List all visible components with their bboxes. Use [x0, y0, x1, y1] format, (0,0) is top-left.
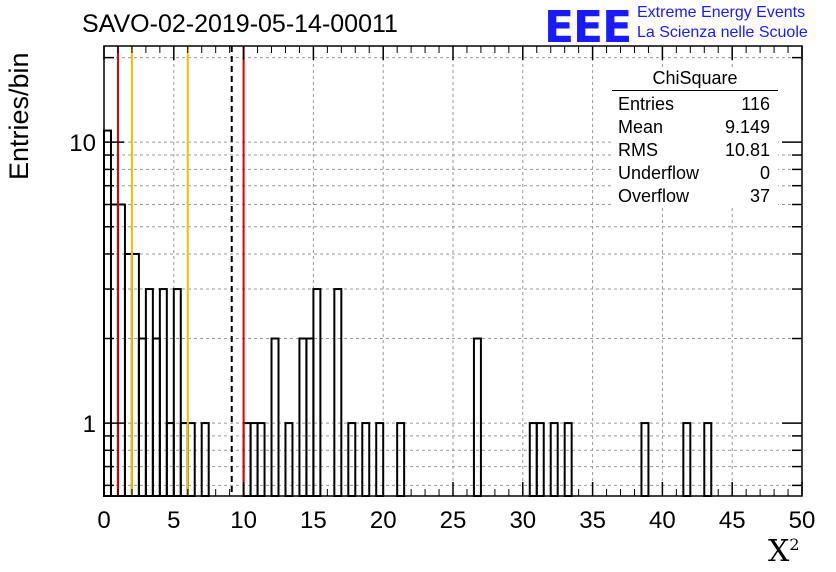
x-tick-label: 10: [230, 507, 257, 534]
histogram-bin: [298, 337, 308, 497]
stats-row: RMS 10.81: [612, 139, 778, 162]
histogram-bin: [172, 288, 182, 497]
histogram-bin: [116, 203, 126, 497]
stats-rows: Entries 116 Mean 9.149 RMS 10.81 Underflow 0 Ove…: [612, 93, 778, 208]
histogram-bin: [151, 337, 161, 497]
stats-row: Mean 9.149: [612, 116, 778, 139]
stats-value: 37: [749, 186, 770, 206]
x-tick-label: 20: [370, 507, 397, 534]
stats-label: Mean: [618, 117, 664, 137]
stats-value: 10.81: [724, 140, 770, 160]
stats-row: Overflow 37: [612, 185, 778, 208]
x-tick-label: 50: [789, 507, 816, 534]
stats-title: ChiSquare: [612, 68, 778, 91]
stats-row: Entries 116: [612, 93, 778, 116]
histogram-bin: [158, 288, 168, 497]
x-tick-label: 45: [719, 507, 746, 534]
histogram-bin: [472, 337, 482, 497]
run-title: SAVO-02-2019-05-14-00011: [82, 10, 398, 38]
logo-caption-2: La Scienza nelle Scuole: [637, 24, 808, 41]
x-tick-label: 35: [579, 507, 606, 534]
x-tick-label: 0: [97, 507, 110, 534]
logo-caption-1: Extreme Energy Events: [637, 4, 806, 21]
histogram-bin: [144, 288, 154, 497]
x-tick-label: 25: [440, 507, 467, 534]
histogram-bin: [312, 288, 322, 497]
stats-label: Overflow: [618, 186, 690, 206]
stats-value: 0: [759, 163, 770, 183]
stats-label: RMS: [618, 140, 658, 160]
reference-lines: [116, 46, 245, 496]
stats-label: Underflow: [618, 163, 700, 183]
axes: 0 5 10 15 20 25 30 35 40 45 50 1 10: [69, 45, 816, 534]
x-tick-label: 15: [300, 507, 327, 534]
histogram-bin: [137, 337, 147, 497]
histogram-bin: [305, 337, 315, 497]
x-axis-label: X2: [768, 534, 800, 569]
histogram-bin: [123, 252, 133, 497]
y-tick-label: 1: [83, 411, 96, 438]
histogram-bin: [270, 337, 280, 497]
stats-value: 9.149: [724, 117, 770, 137]
x-tick-label: 5: [167, 507, 180, 534]
eee-logo: EEE: [544, 2, 632, 53]
stats-box: ChiSquare Entries 116 Mean 9.149 RMS 10.81 Und…: [612, 68, 778, 208]
x-axis-label-base: X: [768, 534, 790, 569]
stats-value: 116: [741, 94, 770, 114]
y-tick-label: 10: [69, 130, 96, 157]
histogram-bin: [130, 252, 140, 497]
histogram-bin: [333, 288, 343, 497]
x-tick-label: 30: [509, 507, 536, 534]
histogram-bin: [109, 203, 119, 497]
x-axis-label-sup: 2: [789, 535, 800, 554]
stats-row: Underflow 0: [612, 162, 778, 185]
stats-label: Entries: [618, 94, 675, 114]
x-tick-label: 40: [649, 507, 676, 534]
